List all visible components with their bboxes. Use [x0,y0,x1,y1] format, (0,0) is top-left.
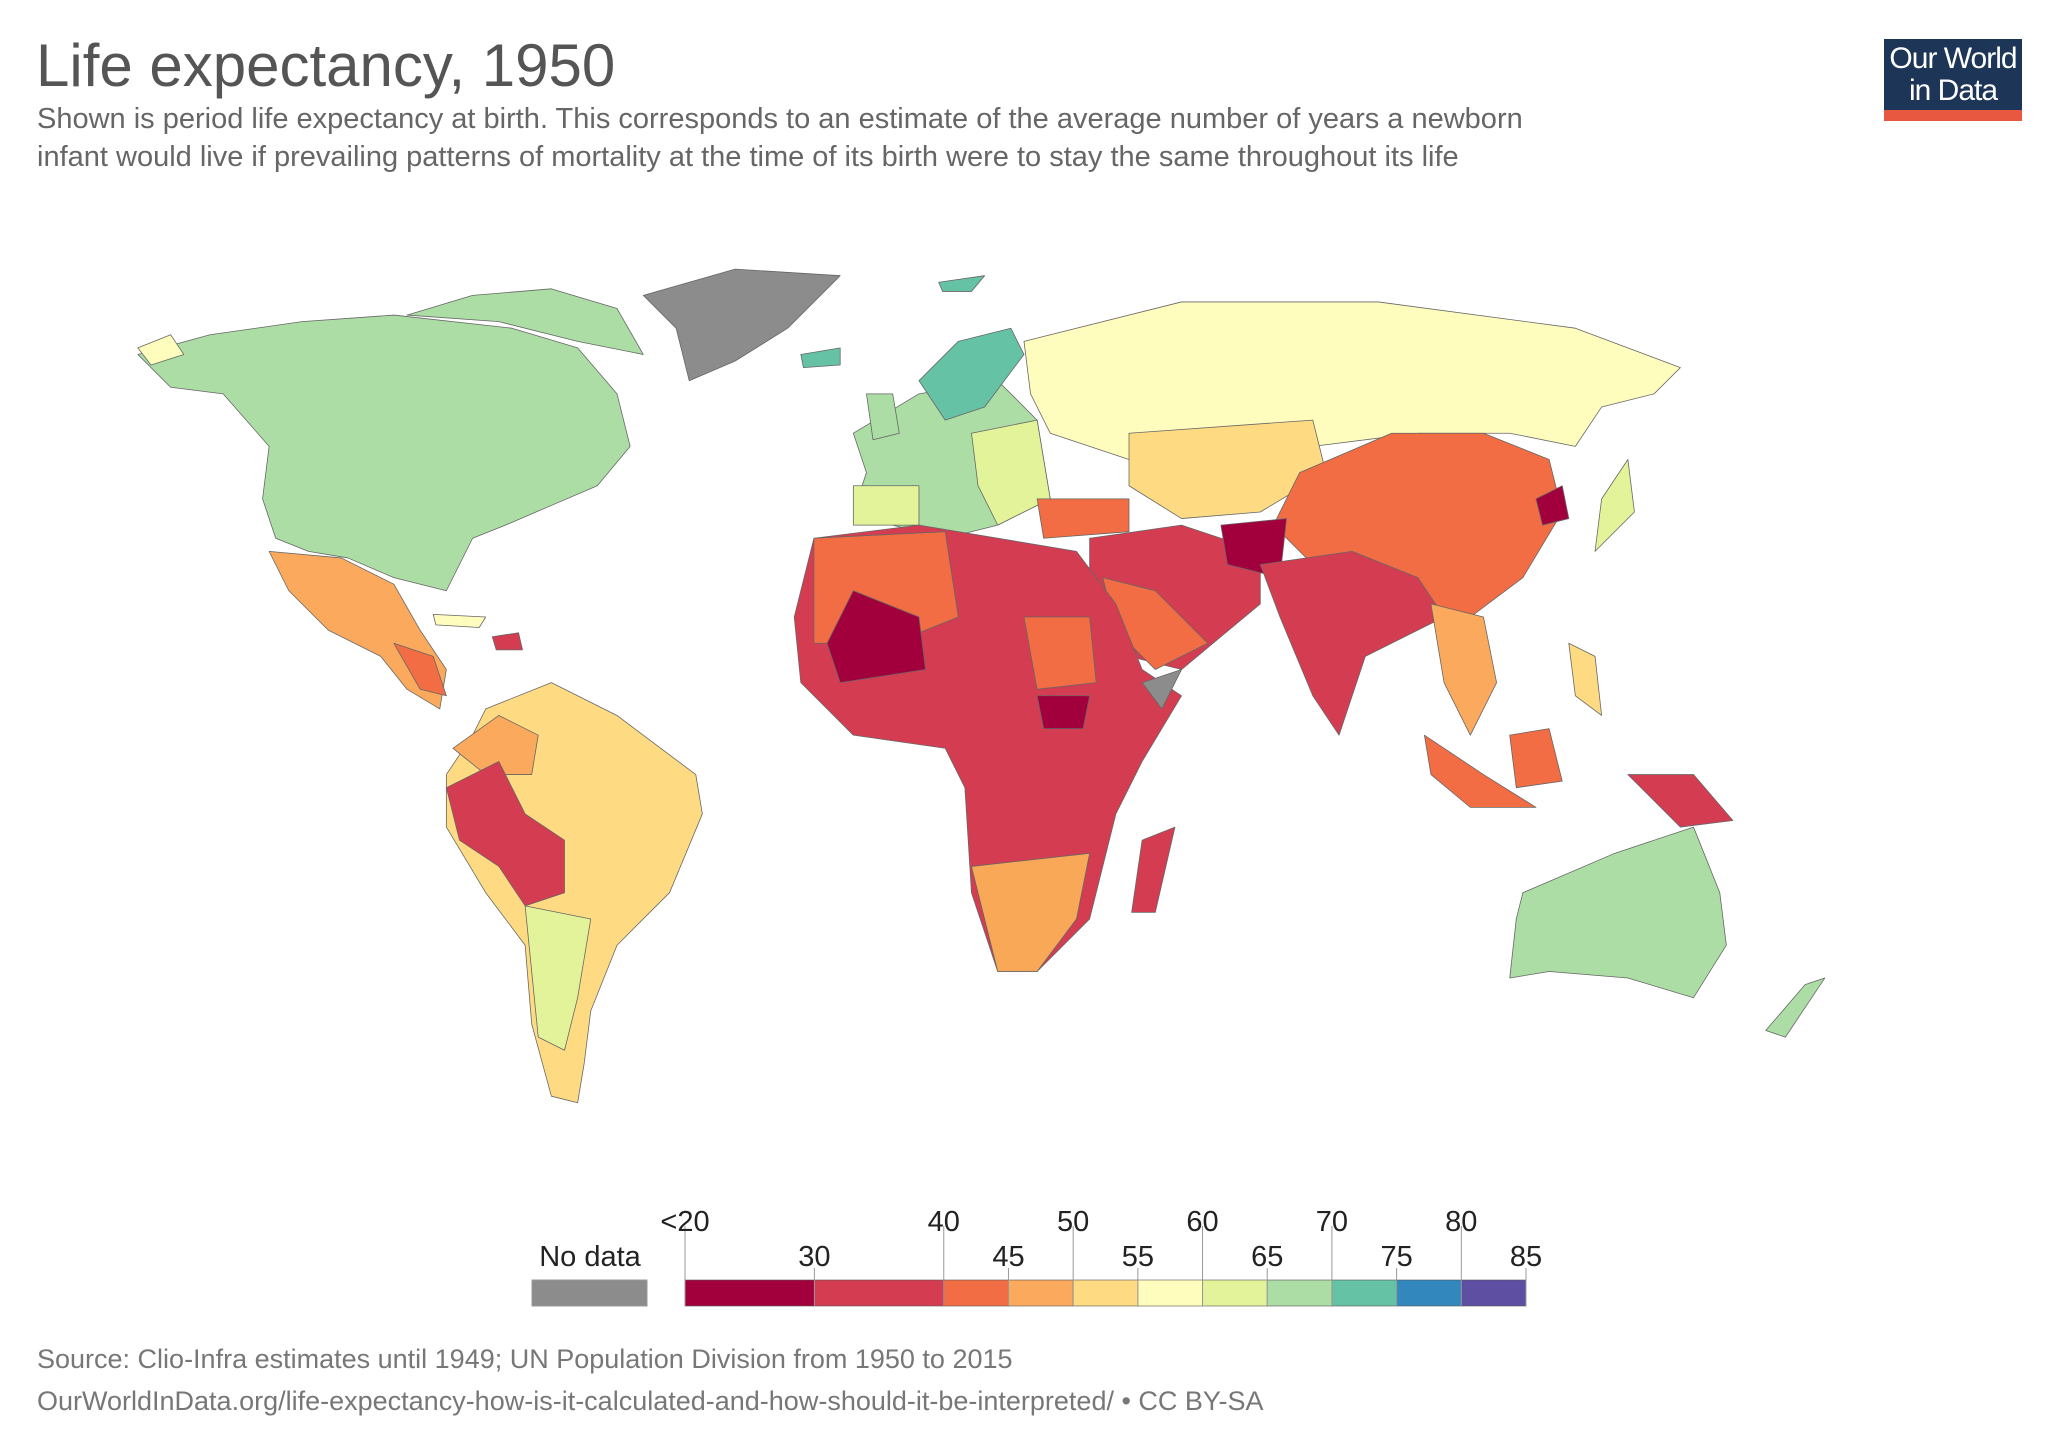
land [1023,301,1681,460]
legend: <20 30 40 45 50 55 60 65 70 75 80 85 [660,1206,1542,1307]
land [826,590,926,684]
land [918,327,1025,421]
legend-bin [1396,1279,1462,1307]
legend-bin [1331,1279,1397,1307]
land [445,761,565,907]
logo-text: in Data [1909,74,1998,107]
legend-tick-label: 55 [1122,1241,1154,1273]
land [1036,695,1091,729]
no-data-swatch [531,1279,648,1307]
land [137,314,631,592]
land [938,275,985,292]
legend-bin [1461,1279,1527,1307]
land [1430,603,1497,736]
legend-bin [684,1279,815,1307]
land [1023,616,1097,690]
logo[interactable]: Our World in Data [1884,39,2022,121]
land [800,347,841,368]
world-map [137,268,1826,1104]
legend-bin [943,1279,1009,1307]
source-url: OurWorldInData.org/life-expectancy-how-i… [37,1386,1263,1416]
land [642,268,841,382]
land [452,715,539,775]
land [491,632,523,651]
land [971,852,1091,972]
legend-tick-label: 60 [1186,1206,1218,1238]
land [866,393,900,441]
land [852,485,920,526]
land [1128,419,1327,519]
chart-title: Life expectancy, 1950 [36,32,615,99]
land [1036,498,1130,539]
subtitle: Shown is period life expectancy at birth… [37,103,1523,135]
land [406,288,644,355]
logo-text: Our World [1889,42,2016,75]
legend-tick-label: <20 [660,1206,709,1238]
legend-bin [1137,1279,1203,1307]
subtitle: infant would live if prevailing patterns… [37,141,1459,173]
land [1568,642,1603,716]
land [137,334,185,366]
land [1765,977,1826,1038]
legend-tick-label: 70 [1316,1206,1348,1238]
land [268,550,447,710]
land [393,642,447,697]
land [1141,669,1182,710]
legend-tick-label: 45 [992,1241,1024,1273]
land [1594,459,1635,552]
land [1535,485,1570,526]
land [971,419,1051,526]
land [1423,734,1537,808]
land [524,905,592,1051]
legend-label: No data [539,1241,641,1273]
land [1509,728,1563,789]
legend-tick-label: 40 [928,1206,960,1238]
legend-tick-label: 50 [1057,1206,1089,1238]
legend-tick-label: 65 [1251,1241,1283,1273]
legend-bin [1266,1279,1333,1307]
land [1509,826,1727,999]
logo-bar [1884,110,2022,121]
legend-tick-label: 85 [1510,1241,1542,1273]
land [1627,774,1734,828]
logo-box [1884,39,2022,113]
land [1259,550,1445,736]
land [432,613,487,628]
source: Source: Clio-Infra estimates until 1949;… [37,1344,1013,1374]
legend-bin [1008,1279,1074,1307]
legend-tick-label: 75 [1380,1241,1412,1273]
legend-tick-label: 80 [1445,1206,1477,1238]
legend-bin [1202,1279,1268,1307]
legend-bin [1072,1279,1139,1307]
legend-tick-label: 30 [798,1241,830,1273]
legend-bin [814,1279,945,1307]
land [1131,826,1176,913]
